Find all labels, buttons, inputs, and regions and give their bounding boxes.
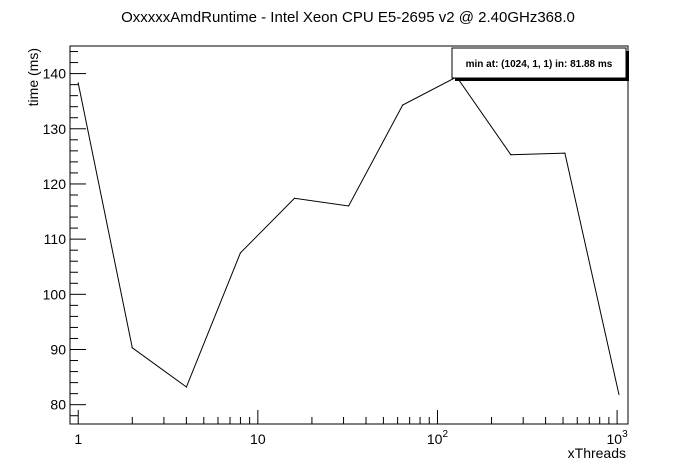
x-axis-title: xThreads <box>568 445 626 461</box>
x-tick-label: 1 <box>74 431 82 447</box>
data-point <box>510 154 512 156</box>
series-layer <box>77 76 620 395</box>
y-tick-label: 80 <box>50 397 66 413</box>
chart-title: OxxxxxAmdRuntime - Intel Xeon CPU E5-269… <box>121 9 575 26</box>
min-annotation-text: min at: (1024, 1, 1) in: 81.88 ms <box>466 59 613 70</box>
series-line <box>77 76 620 395</box>
data-point <box>185 386 187 388</box>
y-axis: 80 90 100 110 120 130 140 <box>43 51 86 417</box>
data-point <box>347 205 350 207</box>
x-axis: 1 10 102 103 <box>74 410 628 447</box>
data-point <box>77 82 79 84</box>
y-axis-title: time (ms) <box>25 48 41 106</box>
y-tick-label: 90 <box>50 342 66 358</box>
y-tick-label: 100 <box>43 286 67 302</box>
y-tick-label: 120 <box>43 176 67 192</box>
y-tick-label: 110 <box>44 231 67 247</box>
data-point <box>618 393 620 395</box>
min-annotation-box: min at: (1024, 1, 1) in: 81.88 ms <box>451 47 629 81</box>
y-tick-label: 140 <box>43 66 67 82</box>
data-point <box>293 197 296 199</box>
x-tick-label: 103 <box>607 429 629 447</box>
annotation-frame <box>451 47 627 79</box>
plot-area-frame <box>69 45 629 425</box>
data-point <box>239 252 242 254</box>
y-tick-label: 130 <box>43 121 67 137</box>
data-point <box>402 104 404 106</box>
x-tick-label: 102 <box>427 429 449 447</box>
data-point <box>131 347 133 349</box>
data-point <box>564 152 566 154</box>
x-tick-label: 10 <box>250 431 266 447</box>
